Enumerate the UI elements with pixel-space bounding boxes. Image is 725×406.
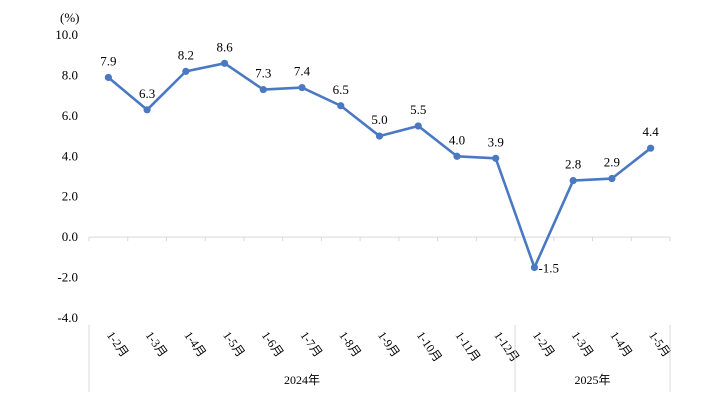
x-tick-label: 1-6月 — [259, 329, 287, 360]
x-tick-label: 1-11月 — [453, 329, 484, 365]
data-point — [608, 174, 616, 183]
x-tick-label: 1-8月 — [336, 329, 364, 360]
data-label: 5.0 — [371, 112, 387, 127]
data-point — [143, 106, 151, 114]
axes — [88, 236, 671, 242]
y-axis-unit-label: (%) — [60, 10, 80, 25]
data-label: 5.5 — [410, 102, 426, 117]
group-label: 2024年 — [284, 373, 320, 387]
x-tick-label: 1-4月 — [181, 329, 209, 360]
x-axis-groups: 2024年 2025年 — [88, 325, 671, 392]
x-tick-label: 1-3月 — [569, 329, 597, 360]
data-label: 2.9 — [604, 155, 620, 170]
data-label: 6.5 — [333, 82, 349, 97]
x-tick-label: 1-2月 — [104, 329, 132, 360]
y-tick-label: 10.0 — [55, 27, 78, 42]
data-label: 8.6 — [216, 39, 233, 54]
data-point — [414, 122, 422, 130]
group-label: 2025年 — [575, 373, 611, 387]
data-point — [337, 102, 345, 110]
data-point — [569, 176, 577, 185]
data-label: 4.4 — [643, 124, 660, 139]
x-tick-label: 1-4月 — [607, 329, 635, 360]
x-tick-label: 1-10月 — [414, 329, 445, 365]
data-point — [453, 152, 461, 160]
y-tick-label: 0.0 — [62, 229, 78, 244]
data-label: 2.8 — [565, 157, 581, 172]
x-tick-label: 1-12月 — [491, 329, 522, 365]
x-tick-label: 1-9月 — [375, 329, 403, 360]
data-point — [492, 154, 500, 162]
x-tick-label: 1-7月 — [298, 329, 326, 360]
data-point — [647, 144, 655, 152]
y-tick-label: -4.0 — [57, 310, 78, 325]
data-point — [220, 59, 229, 67]
data-label: 7.4 — [294, 64, 311, 79]
data-labels: 7.9 6.3 8.2 8.6 7.3 7.4 6.5 5.0 5.5 4.0 3.9 -1.5 2.8… — [100, 39, 659, 275]
x-tick-label: 1-3月 — [143, 329, 171, 360]
data-point — [298, 83, 306, 92]
x-axis-ticks: 1-2月 1-3月 1-4月 1-5月 1-6月 1-7月 1-8月 1-9月 1-10月 1-1… — [104, 329, 674, 365]
y-tick-label: 8.0 — [62, 67, 78, 82]
data-point — [530, 263, 539, 272]
data-label: 3.9 — [488, 134, 504, 149]
data-label: 7.3 — [255, 66, 271, 81]
data-label: 6.3 — [139, 86, 155, 101]
x-tick-label: 1-2月 — [530, 329, 558, 360]
data-point — [182, 67, 190, 75]
data-point — [104, 73, 112, 82]
data-label: 8.2 — [178, 47, 194, 62]
y-axis-ticks: 10.0 8.0 6.0 4.0 2.0 0.0 -2.0 -4.0 — [55, 27, 78, 325]
x-tick-label: 1-5月 — [220, 329, 248, 360]
data-label: -1.5 — [538, 260, 559, 275]
y-tick-label: 4.0 — [62, 148, 78, 163]
data-point — [375, 132, 384, 140]
data-point — [259, 85, 267, 94]
y-tick-label: 6.0 — [62, 108, 78, 123]
y-tick-label: -2.0 — [57, 270, 78, 285]
series — [104, 59, 655, 272]
y-tick-label: 2.0 — [62, 189, 78, 204]
data-label: 4.0 — [449, 132, 465, 147]
data-label: 7.9 — [100, 53, 116, 68]
